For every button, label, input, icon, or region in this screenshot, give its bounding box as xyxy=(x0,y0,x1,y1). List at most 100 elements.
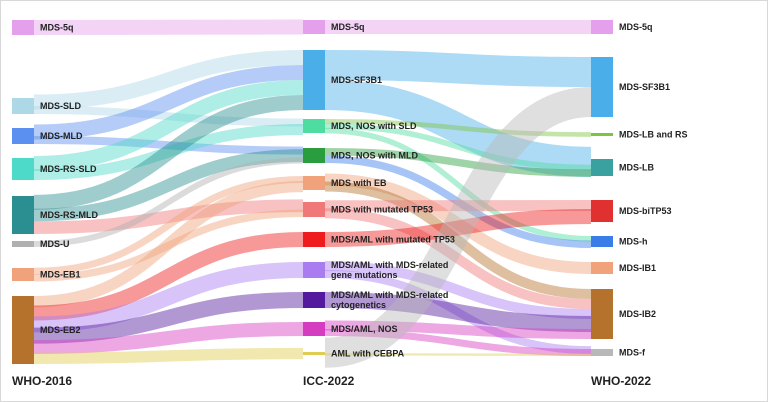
node-label-icc-cebpa: AML with CEBPA xyxy=(331,349,405,359)
link-icc-eb-to-w22-ib1 xyxy=(324,173,592,274)
links-layer xyxy=(33,19,592,368)
link-icc-nsld-to-w22-lb xyxy=(324,123,592,171)
link-w16-rsl-to-icc-nsld xyxy=(33,124,304,180)
link-icc-gene-to-w22-ib2 xyxy=(324,261,592,319)
link-w16-rsm-to-icc-sf3b1 xyxy=(33,95,304,210)
link-icc-cebpa-to-w22-sf3b1 xyxy=(324,87,592,368)
node-w16-rsm[interactable] xyxy=(12,196,34,234)
link-icc-sf3b1-to-w22-sf3b1 xyxy=(324,50,592,87)
node-label-w22-5q: MDS-5q xyxy=(619,22,653,32)
link-icc-nos-to-w22-f xyxy=(324,329,592,356)
node-w16-eb1[interactable] xyxy=(12,268,34,281)
link-w16-rsl-to-icc-sf3b1 xyxy=(33,80,304,171)
link-w16-eb2-to-icc-cyto xyxy=(33,292,304,344)
node-label-w16-mld: MDS-MLD xyxy=(40,131,83,141)
node-label-w22-h: MDS-h xyxy=(619,237,648,247)
node-w22-5q[interactable] xyxy=(591,20,613,34)
node-label-icc-nmld: MDS, NOS with MLD xyxy=(331,151,418,161)
link-icc-tp53-to-w22-ib2 xyxy=(324,208,592,309)
link-icc-nsld-to-w22-h xyxy=(324,127,592,242)
node-w22-bi[interactable] xyxy=(591,200,613,222)
node-label-icc-sf3b1: MDS-SF3B1 xyxy=(331,75,382,85)
link-w16-eb1-to-icc-tp53 xyxy=(33,209,304,282)
node-label-icc-gene: MDS/AML with MDS-related gene mutations xyxy=(331,260,448,280)
node-label-w22-f: MDS-f xyxy=(619,348,646,358)
link-icc-nmld-to-w22-lb xyxy=(324,148,592,177)
node-w22-lb[interactable] xyxy=(591,159,613,176)
link-w16-rsm-to-icc-tp53 xyxy=(33,199,304,235)
node-w16-sld[interactable] xyxy=(12,98,34,114)
link-icc-nsld-to-w22-lbrs xyxy=(324,118,592,137)
node-label-icc-cyto: MDS/AML with MDS-related cytogenetics xyxy=(331,290,448,310)
link-w16-mld-to-icc-nmld xyxy=(33,136,304,155)
link-w16-sld-to-icc-sf3b1 xyxy=(33,50,304,110)
node-label-w22-bi: MDS-biTP53 xyxy=(619,206,672,216)
node-label-icc-5q: MDS-5q xyxy=(331,22,365,32)
link-icc-eb-to-w22-ib2 xyxy=(324,181,592,299)
node-w16-mld[interactable] xyxy=(12,128,34,144)
node-label-w16-eb1: MDS-EB1 xyxy=(40,270,81,280)
node-icc-cyto[interactable] xyxy=(303,292,325,308)
node-label-w22-lb: MDS-LB xyxy=(619,163,654,173)
node-label-w16-5q: MDS-5q xyxy=(40,23,74,33)
link-w16-mld-to-icc-sf3b1 xyxy=(33,65,304,140)
link-icc-nmld-to-w22-h xyxy=(324,155,592,248)
node-w16-eb2[interactable] xyxy=(12,296,34,364)
column-title-who2022: WHO-2022 xyxy=(591,374,651,388)
node-w16-rsl[interactable] xyxy=(12,158,34,180)
node-label-w16-sld: MDS-SLD xyxy=(40,101,81,111)
node-w22-lbrs[interactable] xyxy=(591,133,613,136)
node-w22-f[interactable] xyxy=(591,349,613,356)
node-label-w22-sf3b1: MDS-SF3B1 xyxy=(619,82,670,92)
node-icc-cebpa[interactable] xyxy=(303,352,325,355)
nodes-layer xyxy=(12,20,613,364)
link-icc-nos-to-w22-ib2 xyxy=(324,320,592,339)
link-w16-eb2-to-icc-nos xyxy=(33,322,304,354)
node-icc-nmld[interactable] xyxy=(303,148,325,163)
node-label-w16-u: MDS-U xyxy=(40,239,70,249)
node-w22-sf3b1[interactable] xyxy=(591,57,613,117)
node-label-w22-ib2: MDS-IB2 xyxy=(619,309,656,319)
node-w22-h[interactable] xyxy=(591,236,613,247)
node-label-w16-rsl: MDS-RS-SLD xyxy=(40,164,97,174)
link-w16-u-to-icc-nmld xyxy=(33,157,304,247)
node-icc-gene[interactable] xyxy=(303,262,325,278)
node-icc-nos[interactable] xyxy=(303,322,325,336)
column-title-who2016: WHO-2016 xyxy=(12,374,72,388)
node-label-icc-nos: MDS/AML, NOS xyxy=(331,324,398,334)
node-icc-sf3b1[interactable] xyxy=(303,50,325,110)
node-w16-u[interactable] xyxy=(12,241,34,247)
node-w22-ib1[interactable] xyxy=(591,262,613,274)
node-label-icc-eb: MDS with EB xyxy=(331,178,387,188)
link-w16-rsm-to-icc-nmld xyxy=(33,149,304,222)
link-icc-cebpa-to-w22-f xyxy=(324,353,592,356)
node-label-w16-rsm: MDS-RS-MLD xyxy=(40,210,98,220)
link-icc-gene-to-w22-f xyxy=(324,270,592,355)
node-icc-5q[interactable] xyxy=(303,20,325,34)
labels-layer: MDS-5q MDS-SLD MDS-MLD MDS-RS-SLD MDS-RS-MLD… xyxy=(40,22,688,359)
node-label-w22-ib1: MDS-IB1 xyxy=(619,263,656,273)
link-icc-sf3b1-to-w22-lb xyxy=(324,80,592,177)
node-label-w22-lbrs: MDS-LB and RS xyxy=(619,130,688,140)
link-w16-5q-to-icc-5q xyxy=(33,19,304,35)
node-label-icc-nsld: MDS, NOS with SLD xyxy=(331,121,417,131)
node-icc-aml53[interactable] xyxy=(303,232,325,247)
link-w16-eb2-to-icc-gene xyxy=(33,262,304,333)
node-label-icc-tp53: MDS with mutated TP53 xyxy=(331,205,433,215)
node-w16-5q[interactable] xyxy=(12,20,34,35)
link-w16-eb1-to-icc-eb xyxy=(33,176,304,275)
node-icc-eb[interactable] xyxy=(303,176,325,190)
link-w16-eb2-to-icc-aml53 xyxy=(33,232,304,321)
node-label-icc-aml53: MDS/AML with mutated TP53 xyxy=(331,235,455,245)
link-w16-sld-to-icc-nsld xyxy=(33,106,304,127)
link-w16-eb2-to-icc-cebpa xyxy=(33,347,304,364)
column-titles: WHO-2016 ICC-2022 WHO-2022 xyxy=(12,374,651,388)
node-w22-ib2[interactable] xyxy=(591,289,613,339)
node-label-w16-eb2: MDS-EB2 xyxy=(40,325,81,335)
node-icc-nsld[interactable] xyxy=(303,119,325,133)
node-icc-tp53[interactable] xyxy=(303,202,325,217)
column-title-icc2022: ICC-2022 xyxy=(303,374,355,388)
